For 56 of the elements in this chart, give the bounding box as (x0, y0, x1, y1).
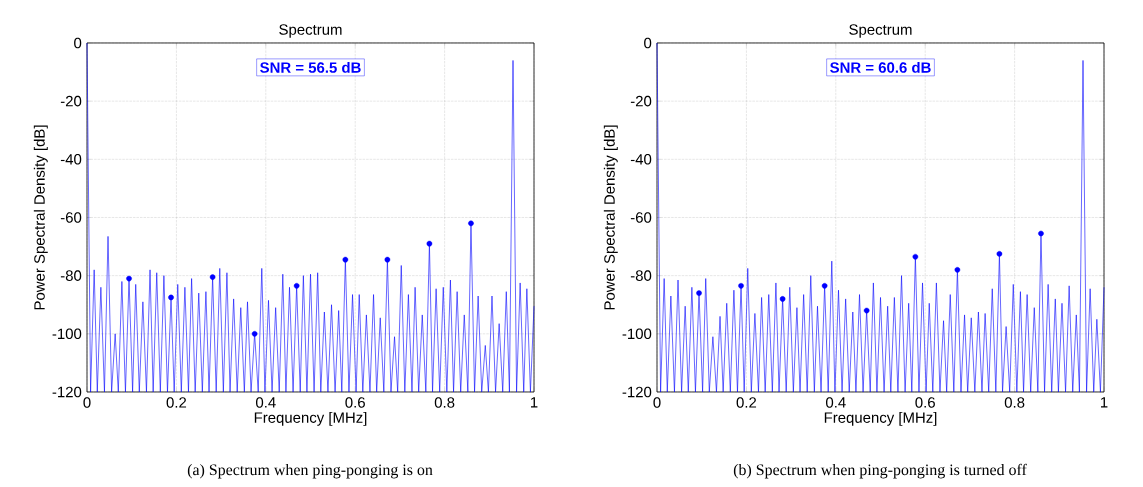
y-tick-label: -80 (60, 270, 82, 281)
point (293, 283, 300, 289)
x-axis-title: Frequency [MHz] (254, 411, 367, 426)
annotation: SNR = 60.6 dB (830, 61, 931, 73)
x-tick-label: 0 (653, 397, 661, 408)
y-tick-label: -60 (60, 212, 82, 223)
y-tick-label: -20 (630, 95, 652, 107)
point (384, 256, 391, 263)
point (468, 220, 474, 227)
y-tick-label: 0 (74, 37, 82, 49)
y-tick-label: -20 (60, 95, 82, 107)
point (821, 283, 828, 289)
y-tick-label: -100 (52, 328, 82, 340)
y-tick-label: -80 (630, 270, 652, 281)
point (738, 283, 744, 289)
text: (b) Spectrum when ping-ponging is turned off (733, 463, 1027, 479)
point (996, 251, 1003, 257)
point (342, 256, 349, 263)
x-tick-label: 0.4 (826, 397, 846, 408)
x-tick-label: 0.2 (166, 397, 187, 408)
point (779, 296, 786, 302)
point (209, 274, 216, 280)
x-tick-label: 0 (83, 397, 91, 408)
y-tick-label: -40 (60, 154, 82, 165)
x-tick-label: 0.6 (345, 397, 365, 408)
text: (a) Spectrum when ping-ponging is on (187, 463, 433, 479)
chart-title: Spectrum (849, 24, 912, 38)
y-axis-title: Power Spectral Density [dB] (603, 125, 618, 310)
point (168, 294, 174, 301)
line-series (86, 42, 535, 393)
y-tick-label: -100 (622, 328, 652, 340)
point (251, 331, 258, 337)
x-tick-label: 0.4 (256, 397, 276, 408)
x-tick-label: 1 (1101, 397, 1108, 408)
x-tick-label: 0.2 (736, 397, 757, 408)
point (426, 240, 433, 247)
y-tick-label: -120 (622, 386, 652, 398)
annotation: SNR = 56.5 dB (260, 61, 361, 73)
point (696, 290, 702, 296)
y-axis-title: Power Spectral Density [dB] (33, 125, 48, 310)
x-tick-label: 0.8 (434, 397, 455, 408)
point (863, 307, 870, 314)
point (126, 275, 132, 282)
y-tick-label: -40 (630, 154, 652, 165)
x-tick-label: 0.8 (1004, 397, 1025, 408)
point (1038, 230, 1044, 237)
x-axis-title: Frequency [MHz] (824, 411, 937, 426)
y-tick-label: -60 (630, 212, 652, 223)
x-tick-label: 1 (531, 397, 538, 408)
y-tick-label: -120 (52, 386, 82, 398)
x-tick-label: 0.6 (915, 397, 935, 408)
line-series (656, 42, 1105, 393)
point (954, 267, 961, 273)
chart-title: Spectrum (279, 24, 342, 38)
point (912, 253, 919, 260)
y-tick-label: 0 (644, 37, 652, 49)
